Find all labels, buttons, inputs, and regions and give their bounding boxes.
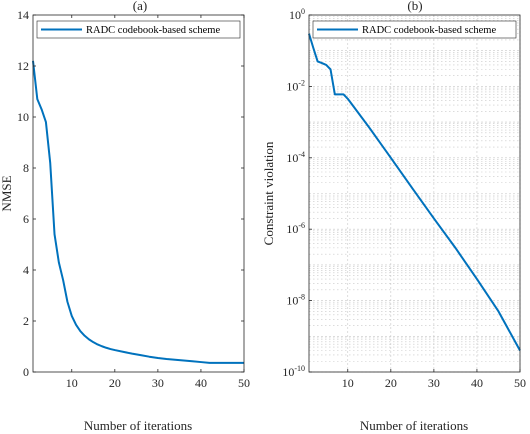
panel-b-ylabel: Constraint violation xyxy=(261,141,276,245)
panel-a-ytick-label: 8 xyxy=(23,161,29,175)
panel-b-xtick-label: 40 xyxy=(471,376,483,390)
panel-a-ylabel: NMSE xyxy=(0,175,14,211)
panel-b-ytick-label: 10-8 xyxy=(286,293,305,308)
panel-a-xtick-label: 40 xyxy=(195,376,207,390)
panel-a-ticks: 10 20 30 40 50 0 2 4 6 8 10 12 14 xyxy=(17,8,250,390)
panel-a-xtick-label: 20 xyxy=(109,376,121,390)
panel-b: (b) 10 20 30 40 50 10-10 10-8 10-6 10-4 10-2 100 N… xyxy=(261,0,526,433)
panel-b-series xyxy=(308,33,521,351)
panel-a-series xyxy=(32,60,244,364)
panel-a-ytick-label: 12 xyxy=(17,59,29,73)
panel-b-legend-label: RADC codebook-based scheme xyxy=(362,25,496,36)
panel-a-ytick-label: 0 xyxy=(23,365,29,379)
panel-b-xtick-label: 30 xyxy=(428,376,440,390)
panel-b-grid xyxy=(309,15,521,373)
panel-a-legend-box xyxy=(36,20,241,39)
panel-b-xtick-label: 10 xyxy=(342,376,354,390)
panel-b-ytick-label: 10-4 xyxy=(286,150,305,165)
panel-a-title: (a) xyxy=(133,0,147,13)
panel-a-legend: RADC codebook-based scheme xyxy=(36,20,241,39)
panel-b-ytick-label: 10-10 xyxy=(282,364,305,379)
panel-b-xlabel: Number of iterations xyxy=(360,418,468,433)
panel-b-legend: RADC codebook-based scheme xyxy=(312,20,517,39)
panel-a-xtick-label: 50 xyxy=(238,376,250,390)
panel-b-ytick-label: 10-6 xyxy=(286,221,305,236)
panel-b-ytick-label: 100 xyxy=(289,7,305,22)
panel-a-series-line xyxy=(32,60,244,364)
panel-a-xtick-label: 30 xyxy=(152,376,164,390)
panel-a-xlabel: Number of iterations xyxy=(84,418,192,433)
panel-a-xtick-label: 10 xyxy=(66,376,78,390)
panel-b-ytick-label: 10-2 xyxy=(286,78,305,93)
panel-b-axes-box xyxy=(308,14,521,373)
panel-b-legend-box xyxy=(312,20,517,39)
panel-b-xtick-label: 50 xyxy=(514,376,526,390)
panel-b-series-line xyxy=(308,33,521,351)
panel-b-ticks: 10 20 30 40 50 10-10 10-8 10-6 10-4 10-2 100 xyxy=(282,7,526,390)
panel-b-xtick-label: 20 xyxy=(385,376,397,390)
panel-a-ytick-label: 6 xyxy=(23,212,29,226)
panel-b-title: (b) xyxy=(407,0,422,13)
panel-a-axes-box xyxy=(32,14,245,373)
panel-a-ytick-label: 14 xyxy=(17,8,29,22)
panel-a: (a) 10 20 30 40 50 0 2 4 6 8 10 12 14 Number of iter… xyxy=(0,0,250,433)
panel-a-ytick-label: 2 xyxy=(23,314,29,328)
panel-a-ytick-label: 4 xyxy=(23,263,29,277)
panel-a-ytick-label: 10 xyxy=(17,110,29,124)
panel-a-legend-label: RADC codebook-based scheme xyxy=(86,25,220,36)
